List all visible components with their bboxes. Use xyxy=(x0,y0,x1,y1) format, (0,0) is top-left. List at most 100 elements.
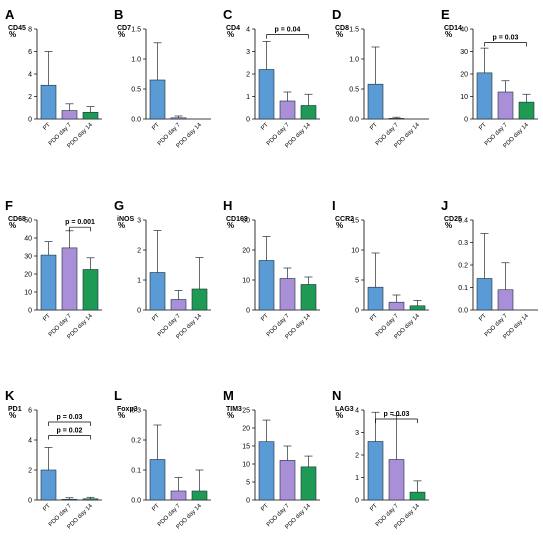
bar-2 xyxy=(300,284,317,311)
panel-letter: F xyxy=(5,198,13,213)
y-unit-label: % xyxy=(336,30,343,39)
panel-letter: N xyxy=(332,388,341,403)
panel-letter: K xyxy=(5,388,15,403)
y-tick-label: 0.4 xyxy=(458,218,468,225)
y-tick-label: 30 xyxy=(460,49,468,56)
y-unit-label: % xyxy=(9,411,16,420)
y-tick-label: 4 xyxy=(355,408,359,415)
panel-title: CD14 xyxy=(444,25,462,32)
bar-2 xyxy=(82,269,99,311)
bar-1 xyxy=(61,247,78,311)
panel-letter: A xyxy=(5,7,15,22)
y-unit-label: % xyxy=(336,221,343,230)
y-tick-label: 0 xyxy=(246,308,250,315)
bar-1 xyxy=(279,278,296,311)
panel-letter: E xyxy=(441,7,450,22)
y-tick-label: 0 xyxy=(355,308,359,315)
bar-1 xyxy=(170,117,187,120)
y-tick-label: 30 xyxy=(242,218,250,225)
y-tick-label: 0.2 xyxy=(458,263,468,270)
y-tick-label: 3 xyxy=(246,49,250,56)
y-tick-label: 0 xyxy=(246,498,250,505)
bar-1 xyxy=(61,110,78,120)
bar-2 xyxy=(300,105,317,120)
bar-0 xyxy=(149,272,166,311)
y-tick-label: 0.3 xyxy=(458,240,468,247)
bar-2 xyxy=(82,498,99,501)
bar-1 xyxy=(170,490,187,501)
y-tick-label: 1.5 xyxy=(349,27,359,34)
y-tick-label: 10 xyxy=(24,290,32,297)
panel-title: LAG3 xyxy=(335,406,354,413)
panel-title: PD1 xyxy=(8,406,22,413)
bar-0 xyxy=(40,254,57,311)
x-tick-label: PT xyxy=(42,503,52,513)
bar-1 xyxy=(388,459,405,501)
panel-title: CD4 xyxy=(226,25,240,32)
bar-0 xyxy=(149,459,166,501)
y-tick-label: 3 xyxy=(137,218,141,225)
bar-0 xyxy=(476,278,493,311)
y-tick-label: 20 xyxy=(24,272,32,279)
panel-letter: D xyxy=(332,7,341,22)
panel-letter: C xyxy=(223,7,233,22)
bar-0 xyxy=(40,84,57,120)
y-unit-label: % xyxy=(118,221,125,230)
panel-title: TIM3 xyxy=(226,406,242,413)
sig-label: p = 0.03 xyxy=(384,411,410,418)
x-tick-label: PT xyxy=(369,313,379,323)
y-tick-label: 4 xyxy=(28,438,32,445)
sig-label: p = 0.03 xyxy=(493,35,519,42)
y-tick-label: 0.5 xyxy=(131,87,141,94)
y-tick-label: 0 xyxy=(137,308,141,315)
bar-1 xyxy=(388,301,405,311)
y-unit-label: % xyxy=(445,221,452,230)
y-unit-label: % xyxy=(118,30,125,39)
y-unit-label: % xyxy=(227,30,234,39)
y-tick-label: 15 xyxy=(351,218,359,225)
y-tick-label: 15 xyxy=(242,444,250,451)
sig-label: p = 0.03 xyxy=(57,414,83,421)
panel-title: CD25 xyxy=(444,216,462,223)
y-tick-label: 10 xyxy=(351,248,359,255)
y-tick-label: 3 xyxy=(355,430,359,437)
y-tick-label: 4 xyxy=(246,27,250,34)
y-tick-label: 10 xyxy=(242,278,250,285)
bar-2 xyxy=(518,101,535,120)
bar-1 xyxy=(279,100,296,120)
bar-2 xyxy=(300,466,317,501)
y-tick-label: 1 xyxy=(355,475,359,482)
bar-2 xyxy=(409,491,426,501)
y-tick-label: 1.5 xyxy=(131,27,141,34)
sig-label: p = 0.04 xyxy=(275,27,301,34)
y-tick-label: 1 xyxy=(246,94,250,101)
y-tick-label: 0.3 xyxy=(131,408,141,415)
bar-2 xyxy=(191,490,208,501)
y-tick-label: 0 xyxy=(28,498,32,505)
panel-letter: M xyxy=(223,388,234,403)
x-tick-label: PT xyxy=(369,503,379,513)
panel-title: CD8 xyxy=(335,25,349,32)
panel-title: iNOS xyxy=(117,216,134,223)
y-tick-label: 0.0 xyxy=(131,117,141,124)
x-tick-label: PT xyxy=(478,122,488,132)
x-tick-label: PT xyxy=(151,313,161,323)
y-tick-label: 0.1 xyxy=(131,468,141,475)
y-tick-label: 1 xyxy=(137,278,141,285)
y-tick-label: 30 xyxy=(24,254,32,261)
bar-2 xyxy=(191,288,208,311)
bar-0 xyxy=(367,286,384,311)
y-tick-label: 5 xyxy=(246,480,250,487)
panel-letter: H xyxy=(223,198,232,213)
y-tick-label: 0 xyxy=(464,117,468,124)
y-unit-label: % xyxy=(227,221,234,230)
